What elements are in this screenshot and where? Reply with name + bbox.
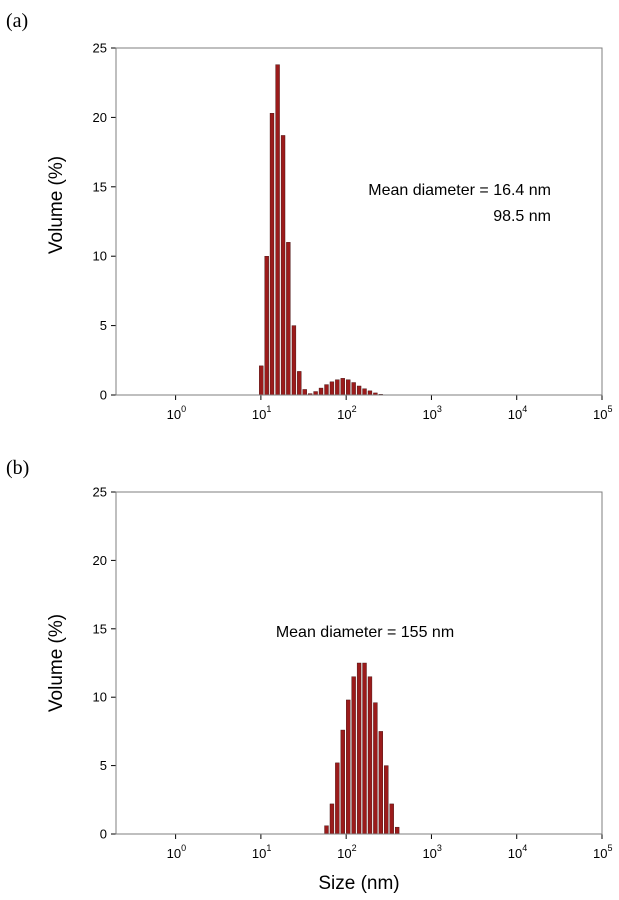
panel-b-bar [335, 762, 340, 835]
panel-a-bar [356, 385, 362, 396]
panel-a-annotation-mean-2: 98.5 nm [493, 208, 551, 225]
panel-b-bar [389, 803, 394, 835]
panel-b: (b) Volume (%) 0 5 10 15 20 25 100 101 102 103 104… [6, 457, 612, 894]
panel-a-bar [329, 381, 335, 396]
panel-b-y-tick-label: 15 [93, 621, 107, 636]
panel-a-y-tick-label: 10 [93, 249, 107, 264]
panel-b-y-axis-title: Volume (%) [46, 614, 67, 712]
panel-b-bar [362, 662, 367, 835]
panel-b-bar [384, 765, 389, 835]
panel-b-bar [394, 826, 400, 835]
panel-b-x-tick-label: 104 [508, 843, 527, 861]
panel-a-bar [335, 379, 340, 396]
panel-b-x-tick-label: 100 [167, 843, 186, 861]
panel-a-bar [318, 387, 324, 396]
panel-a-bar [351, 382, 356, 396]
panel-a-bar [324, 384, 329, 396]
panel-a-y-tick-label: 20 [93, 110, 107, 125]
panel-b-bars [324, 662, 400, 835]
panel-a-y-axis-title: Volume (%) [46, 156, 67, 254]
panel-a-y-tick-label: 25 [93, 41, 107, 56]
panel-b-annotation-mean: Mean diameter = 155 nm [276, 624, 454, 641]
panel-a-x-tick-label: 105 [593, 404, 612, 422]
panel-a-bar [275, 64, 280, 396]
panel-b-y-tick-label: 5 [100, 758, 107, 773]
panel-a-x-tick-label: 101 [252, 404, 271, 422]
panel-a-y-tick-label: 0 [100, 388, 107, 403]
panel-a-bar [291, 325, 297, 396]
panel-a-x-tick-label: 104 [508, 404, 527, 422]
panel-a-bar [313, 391, 318, 396]
panel-b-bar [329, 803, 335, 835]
panel-a-annotation-mean-1: Mean diameter = 16.4 nm [368, 182, 551, 199]
panel-b-y-tick-label: 25 [93, 485, 107, 500]
panel-a-bars [259, 64, 383, 396]
panel-b-bar [367, 676, 373, 835]
panel-a-bar [340, 378, 345, 396]
panel-a-y-tick-label: 5 [100, 318, 107, 333]
panel-b-bar [373, 702, 378, 835]
panel-a-ticks: 0 5 10 15 20 25 100 101 102 103 104 105 [93, 41, 613, 423]
panel-a-bar [264, 256, 269, 396]
panel-a-bar [302, 389, 307, 396]
panel-a-bar [286, 242, 291, 396]
panel-b-x-tick-label: 102 [337, 843, 356, 861]
panel-b-x-tick-label: 105 [593, 843, 612, 861]
panel-b-x-tick-label: 103 [422, 843, 441, 861]
panel-b-bar [346, 699, 351, 835]
panel-a-plot-frame [115, 47, 603, 396]
panel-a-bar [346, 379, 351, 396]
panel-b-x-tick-label: 101 [252, 843, 271, 861]
panel-a-label: (a) [6, 10, 28, 32]
panel-b-bar [378, 731, 384, 835]
panel-a-bar [367, 390, 373, 396]
panel-b-ticks: 0 5 10 15 20 25 100 101 102 103 104 105 [93, 485, 613, 862]
panel-a-x-tick-label: 103 [422, 404, 441, 422]
panel-a: (a) Volume (%) 0 5 10 15 20 25 100 101 102 103 104… [6, 10, 612, 422]
panel-a-bar [269, 113, 275, 396]
panel-a-bar [297, 371, 302, 396]
panel-b-bar [340, 729, 345, 835]
panel-a-bar [259, 365, 264, 396]
panel-b-bar [351, 676, 356, 835]
panel-b-bar [356, 662, 362, 835]
panel-a-bar [362, 388, 367, 396]
panel-a-x-tick-label: 100 [167, 404, 186, 422]
panel-a-bar [280, 135, 286, 396]
panel-b-y-tick-label: 20 [93, 553, 107, 568]
panel-b-bar [324, 825, 329, 835]
panel-b-x-axis-title: Size (nm) [318, 873, 399, 894]
panel-b-plot-frame [115, 491, 603, 835]
panel-a-x-tick-label: 102 [337, 404, 356, 422]
panel-b-label: (b) [6, 457, 29, 479]
panel-b-y-tick-label: 10 [93, 690, 107, 705]
panel-b-y-tick-label: 0 [100, 827, 107, 842]
panel-a-y-tick-label: 15 [93, 179, 107, 194]
